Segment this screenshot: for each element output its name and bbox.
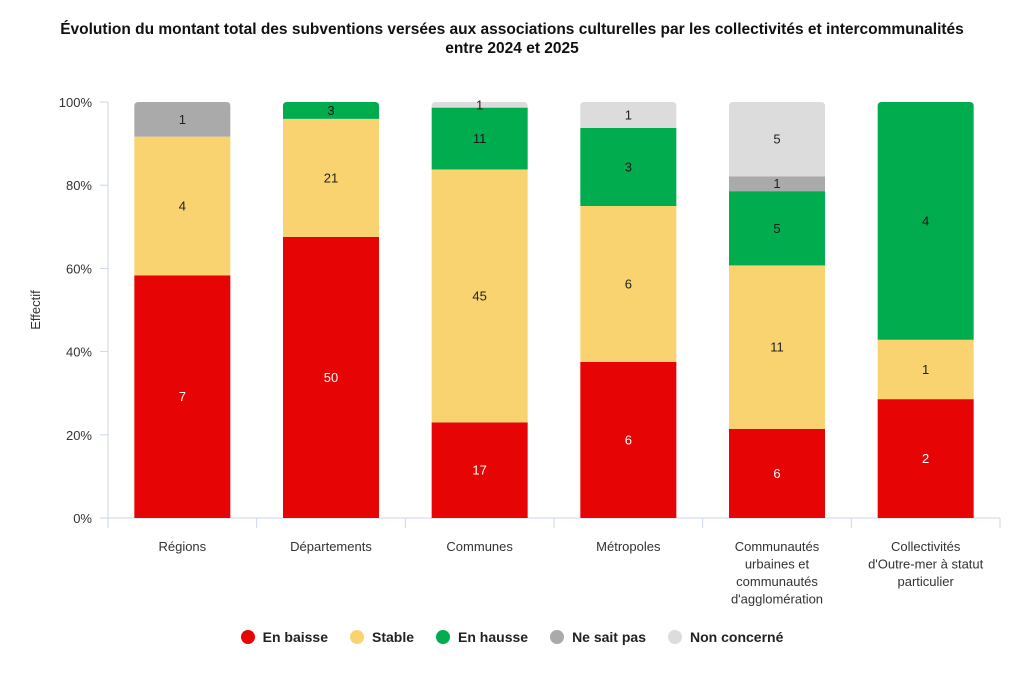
data-label: 6 — [625, 433, 632, 448]
legend-dot-icon — [240, 630, 255, 644]
x-axis: Régions Départements Communes Métropoles Com… — [107, 517, 1001, 607]
data-label: 3 — [327, 103, 334, 118]
bar-segment-en-hausse[interactable] — [580, 128, 677, 206]
data-label: 3 — [625, 160, 632, 175]
data-label: 6 — [773, 466, 780, 481]
data-label: 1 — [625, 108, 632, 123]
data-label: 7 — [179, 389, 186, 404]
data-label: 11 — [770, 340, 784, 355]
data-label: 17 — [472, 463, 486, 478]
legend: En baisse Stable En hausse Ne sait pas Non c… — [0, 629, 1024, 645]
x-tick-label: Régions — [158, 539, 206, 554]
y-tick-label: 100% — [59, 95, 93, 110]
legend-dot-icon — [550, 630, 565, 644]
y-tick-label: 80% — [66, 178, 92, 193]
data-label: 45 — [472, 288, 486, 303]
chart-title-line-1: Évolution du montant total des subventio… — [60, 21, 964, 38]
bar-segment-en-baisse[interactable] — [729, 428, 825, 518]
bar-segment-stable[interactable] — [729, 265, 825, 429]
y-tick-label: 40% — [66, 345, 92, 360]
data-label: 5 — [773, 221, 780, 236]
bar-segment-non-concerné[interactable] — [431, 102, 528, 108]
bar-segment-non-concerné[interactable] — [729, 102, 825, 177]
bar-stack: 6 11 5 1 5 — [729, 102, 825, 518]
x-tick-label: Communes — [446, 539, 513, 554]
y-axis: 0% 20% 40% 60% 80% 100% — [59, 95, 109, 526]
y-tick-label: 0% — [73, 511, 92, 526]
legend-label: En hausse — [458, 629, 529, 645]
legend-item-stable[interactable]: Stable — [350, 629, 414, 645]
bar-segment-en-hausse[interactable] — [283, 102, 379, 119]
bar-stack: 7 4 1 — [134, 102, 231, 518]
data-label: 1 — [773, 176, 780, 191]
bar-stack: 50 21 3 — [283, 102, 379, 518]
bar-segment-en-baisse[interactable] — [134, 275, 231, 518]
y-tick-label: 60% — [66, 261, 92, 276]
legend-dot-icon — [350, 630, 365, 644]
legend-label: Non concerné — [690, 629, 784, 645]
x-tick-label: Collectivités d'Outre-mer à statut particu… — [868, 539, 984, 589]
data-label: 21 — [324, 170, 338, 185]
legend-item-non-concerné[interactable]: Non concerné — [668, 629, 783, 645]
data-label: 2 — [922, 451, 929, 466]
bar-segment-stable[interactable] — [134, 136, 231, 276]
legend-item-en-hausse[interactable]: En hausse — [436, 629, 528, 645]
x-tick-label: Métropoles — [596, 539, 661, 554]
legend-label: En baisse — [262, 629, 329, 645]
data-label: 4 — [179, 199, 186, 214]
bar-segment-ne-sait-pas[interactable] — [134, 102, 231, 137]
data-label: 1 — [179, 112, 186, 127]
data-label: 50 — [324, 370, 338, 385]
y-axis-label: Effectif — [28, 290, 43, 330]
bar-segment-en-hausse[interactable] — [431, 107, 528, 170]
bar-segment-stable[interactable] — [283, 118, 379, 237]
x-tick-label: Communautés urbaines et communautés d'agglo… — [731, 539, 823, 607]
bar-segment-en-baisse[interactable] — [283, 236, 379, 518]
bar-segment-en-baisse[interactable] — [431, 422, 528, 518]
data-label: 6 — [625, 277, 632, 292]
data-label: 11 — [473, 131, 487, 146]
legend-label: Ne sait pas — [572, 629, 646, 645]
chart-title: Évolution du montant total des subventio… — [0, 20, 1024, 58]
bar-stack: 6 6 3 1 — [580, 102, 677, 518]
bar-segment-en-hausse[interactable] — [877, 102, 974, 340]
bar-segment-non-concerné[interactable] — [580, 102, 677, 128]
bar-segment-stable[interactable] — [877, 339, 974, 400]
data-label: 1 — [922, 362, 929, 377]
bar-stack: 2 1 4 — [877, 102, 974, 518]
bar-segment-en-baisse[interactable] — [877, 399, 974, 518]
bar-segment-stable[interactable] — [431, 169, 528, 423]
bar-segment-en-hausse[interactable] — [729, 191, 825, 266]
legend-dot-icon — [436, 630, 451, 644]
legend-item-en-baisse[interactable]: En baisse — [240, 629, 329, 645]
x-tick-label: Départements — [290, 539, 372, 554]
bar-segment-en-baisse[interactable] — [580, 362, 677, 518]
legend-label: Stable — [372, 629, 415, 645]
bar-segment-ne-sait-pas[interactable] — [729, 176, 825, 192]
data-label: 4 — [922, 213, 929, 228]
y-tick-label: 20% — [66, 428, 92, 443]
legend-item-ne-sait-pas[interactable]: Ne sait pas — [550, 629, 646, 645]
data-label: 1 — [476, 97, 483, 112]
chart-title-line-2: entre 2024 et 2025 — [445, 40, 579, 57]
bar-segment-stable[interactable] — [580, 206, 677, 362]
data-label: 5 — [773, 132, 780, 147]
legend-dot-icon — [668, 630, 682, 644]
